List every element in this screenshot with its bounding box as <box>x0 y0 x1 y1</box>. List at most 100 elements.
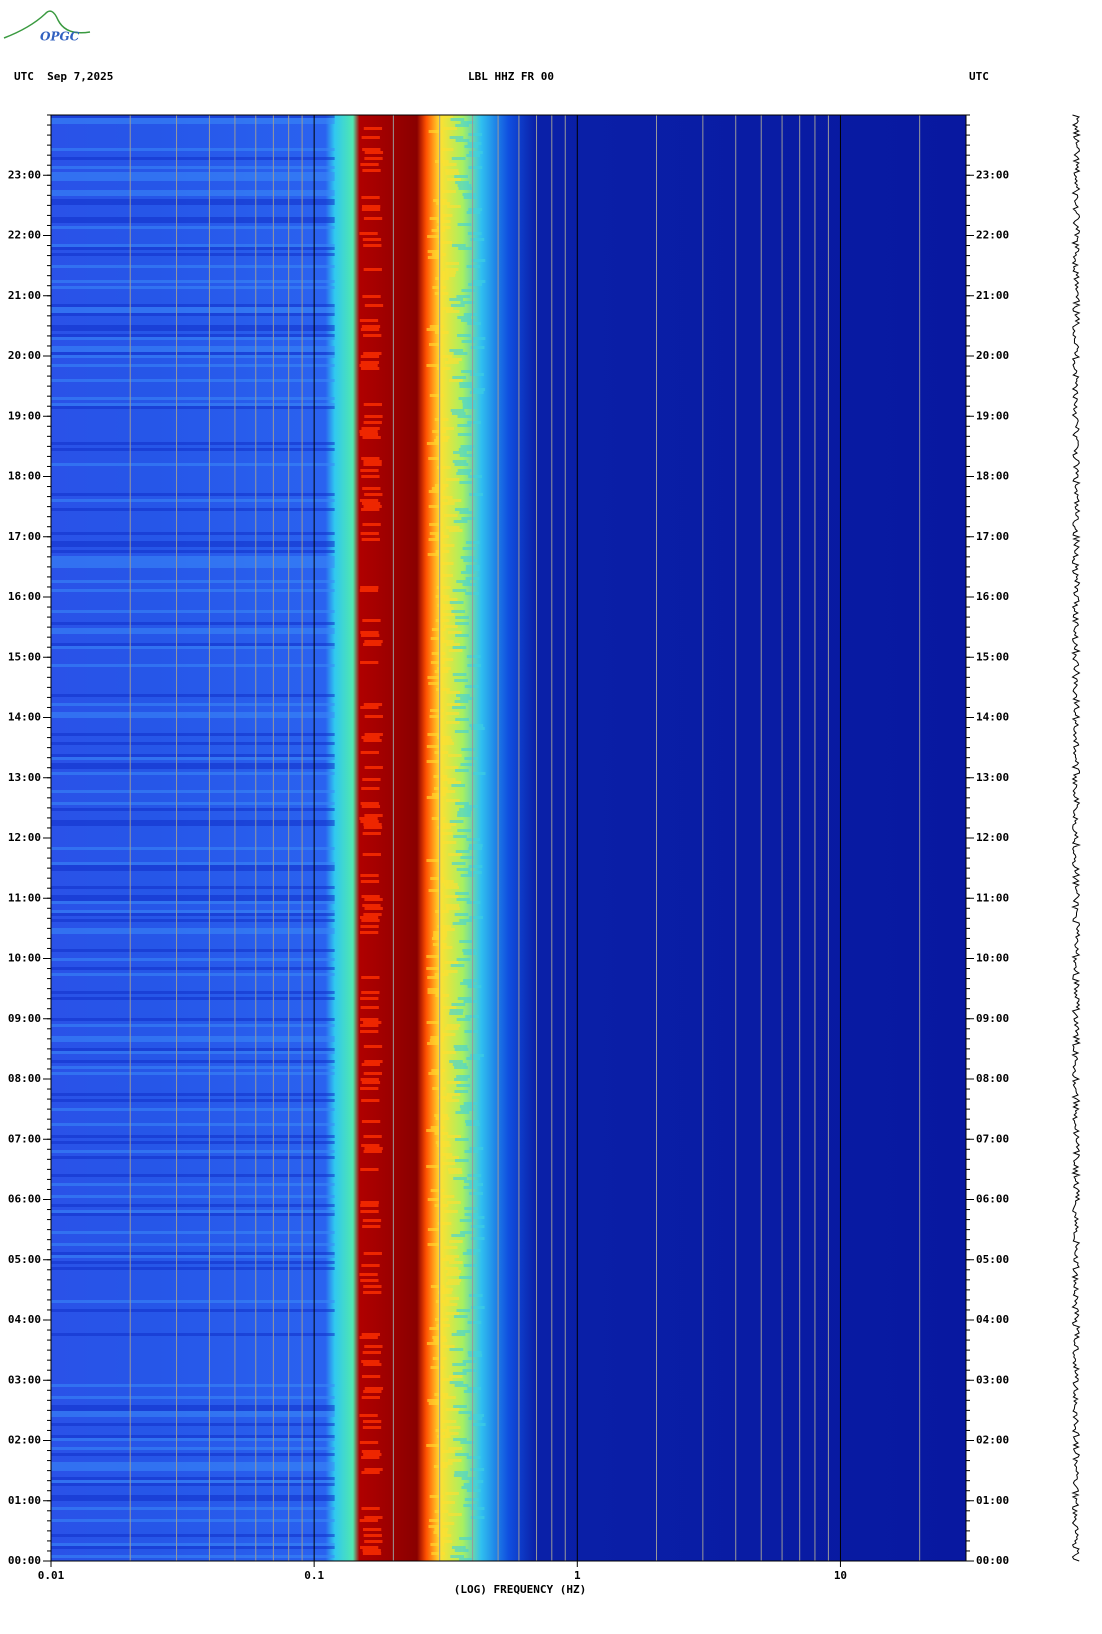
texture <box>453 1438 467 1441</box>
texture <box>446 1426 461 1429</box>
texture <box>459 481 474 484</box>
texture <box>51 397 335 400</box>
texture <box>452 1063 467 1066</box>
texture <box>51 286 335 289</box>
texture <box>459 1105 474 1108</box>
texture <box>445 712 460 715</box>
texture <box>470 1516 485 1519</box>
texture <box>439 1288 453 1291</box>
texture <box>435 1429 450 1432</box>
texture <box>433 787 448 790</box>
texture <box>438 214 453 217</box>
texture <box>457 223 472 226</box>
texture <box>51 115 335 118</box>
texture <box>448 1513 462 1516</box>
texture <box>457 433 472 436</box>
texture <box>360 1168 379 1171</box>
texture <box>434 1393 449 1396</box>
texture <box>361 1471 380 1474</box>
texture <box>455 616 469 619</box>
texture <box>441 1501 456 1504</box>
texture <box>455 1111 470 1114</box>
texture <box>363 217 383 220</box>
texture <box>51 304 335 307</box>
texture <box>51 1018 335 1021</box>
texture <box>468 865 483 868</box>
texture <box>51 1384 335 1387</box>
texture <box>462 1369 477 1372</box>
texture <box>443 127 457 130</box>
texture <box>363 1453 382 1456</box>
texture <box>51 589 335 592</box>
texture <box>361 1063 380 1066</box>
texture <box>461 289 476 292</box>
texture <box>442 163 457 166</box>
texture <box>435 535 450 538</box>
texture <box>361 1120 381 1123</box>
texture <box>463 1504 478 1507</box>
texture <box>361 475 380 478</box>
texture <box>451 412 466 415</box>
texture <box>454 175 468 178</box>
texture <box>51 901 335 904</box>
texture <box>452 922 467 925</box>
texture <box>362 1225 381 1228</box>
texture <box>456 1309 471 1312</box>
texture <box>360 802 379 805</box>
texture <box>445 1099 460 1102</box>
texture <box>449 1009 464 1012</box>
texture <box>431 229 446 232</box>
texture <box>51 166 335 169</box>
texture <box>431 628 446 631</box>
texture <box>469 493 483 496</box>
texture <box>453 1474 468 1477</box>
texture <box>428 343 443 346</box>
texture <box>361 538 380 541</box>
texture <box>440 1345 455 1348</box>
texture <box>467 985 482 988</box>
texture <box>448 853 462 856</box>
texture <box>467 1387 482 1390</box>
texture <box>51 1309 335 1312</box>
texture <box>464 1030 479 1033</box>
texture <box>51 157 335 160</box>
texture <box>51 1396 335 1399</box>
texture <box>363 1390 382 1393</box>
texture <box>437 466 451 469</box>
texture <box>471 259 486 262</box>
texture <box>468 871 482 874</box>
texture <box>466 1456 481 1459</box>
texture <box>447 178 461 181</box>
texture <box>360 1087 379 1090</box>
texture <box>434 1510 449 1513</box>
texture <box>445 1255 460 1258</box>
texture <box>51 565 335 568</box>
texture <box>51 253 335 256</box>
texture <box>464 805 478 808</box>
texture <box>465 592 479 595</box>
texture <box>459 385 474 388</box>
texture <box>51 931 335 934</box>
texture <box>51 1438 335 1441</box>
texture <box>438 1291 452 1294</box>
texture <box>361 208 381 211</box>
texture <box>469 391 484 394</box>
y-tick-label-right: 06:00 <box>976 1193 1009 1206</box>
texture <box>466 1057 480 1060</box>
texture <box>427 1399 441 1402</box>
texture <box>444 1210 458 1213</box>
texture <box>362 148 381 151</box>
y-tick-label: 12:00 <box>8 831 41 844</box>
texture <box>440 544 455 547</box>
texture <box>451 1546 466 1549</box>
texture <box>359 433 379 436</box>
texture <box>437 1222 452 1225</box>
texture <box>470 1237 485 1240</box>
y-tick-label-right: 12:00 <box>976 831 1009 844</box>
texture <box>464 145 479 148</box>
texture <box>459 454 474 457</box>
texture <box>426 796 441 799</box>
texture <box>363 244 382 247</box>
texture <box>449 1060 463 1063</box>
texture <box>359 1336 378 1339</box>
